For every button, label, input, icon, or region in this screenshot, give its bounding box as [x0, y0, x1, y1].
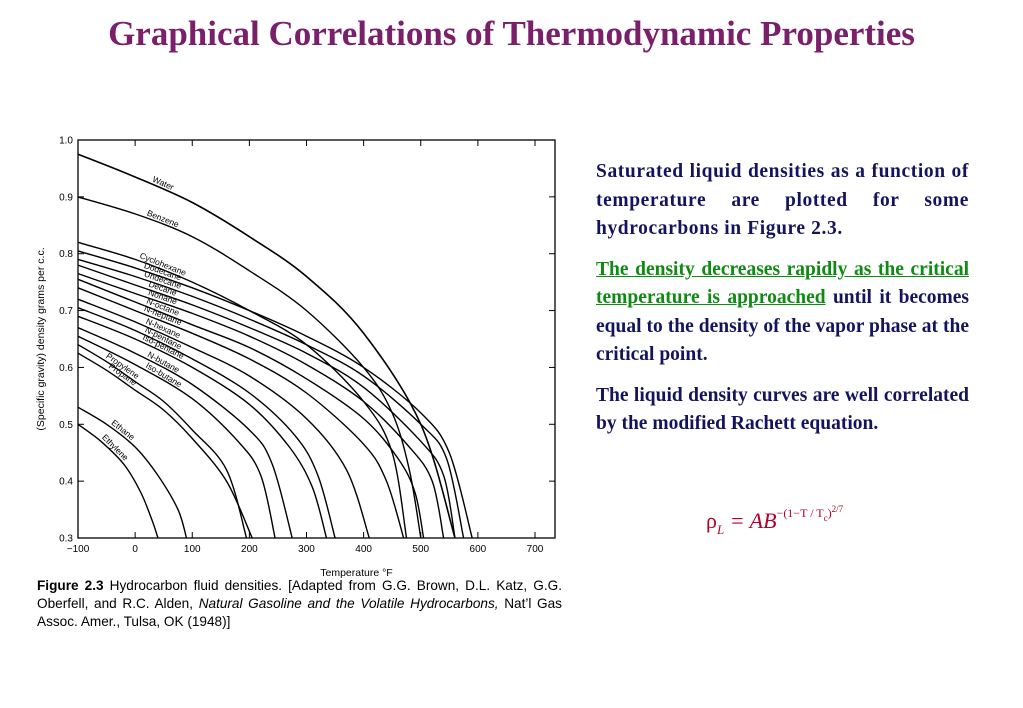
x-tick-label: 100 [184, 544, 201, 555]
series-line-iso-pentane [77, 315, 328, 539]
exponent-close: ) [827, 506, 832, 520]
series-line-ethane [77, 406, 188, 539]
x-axis-label: Temperature °F [320, 567, 392, 579]
x-tick-label: 500 [412, 544, 429, 555]
paragraph-saturated-densities: Saturated liquid densities as a function… [596, 161, 969, 239]
series-line-propylene [77, 344, 248, 539]
series-line-decane [77, 264, 456, 539]
rho-subscript: L [716, 522, 725, 537]
rachett-equation: ρL = AB−(1−T / Tc)2/7 [706, 504, 843, 537]
series-line-iso-butane [77, 335, 276, 539]
series-line-n-octane [77, 278, 425, 539]
y-tick-label: 0.8 [59, 249, 73, 260]
highlighted-statement: The density decreases rapidly as the cri… [596, 258, 969, 309]
exponent-open: −(1−T / T [776, 506, 824, 520]
series-line-n-pentane [77, 307, 336, 539]
figure-label: Figure 2.3 [37, 578, 104, 593]
caption-text-end: Nat’l Gas Assoc. Amer., Tulsa, OK (1948)… [37, 596, 562, 629]
series-line-benzene [77, 196, 422, 539]
paragraph-rachett: The liquid density curves are well corre… [596, 384, 969, 435]
y-tick-label: 0.5 [59, 420, 73, 431]
equation-body: = AB [724, 508, 777, 533]
x-tick-label: 600 [470, 544, 487, 555]
rho-symbol: ρ [706, 508, 717, 533]
y-tick-label: 0.3 [59, 534, 73, 545]
y-tick-label: 0.7 [59, 306, 73, 317]
plot-frame [77, 139, 556, 539]
series-line-nonane [77, 272, 445, 539]
density-chart-svg: −100 0 100 200 300 400 500 600 700 0.3 0.4 0.5 0.6 0.… [35, 136, 556, 579]
paragraph-density-decrease: The density decreases rapidly as the cri… [596, 256, 969, 370]
paragraph-continuation: until it becomes equal to the density of… [596, 287, 969, 365]
series-line-propane [77, 352, 253, 539]
series-line-n-heptane [77, 287, 405, 539]
series-line-n-butane [77, 326, 293, 539]
series-line-undecane [77, 258, 465, 539]
x-tick-label: 0 [132, 544, 138, 555]
y-tick-label: 0.9 [59, 192, 73, 203]
chart: −100 0 100 200 300 400 500 600 700 0.3 0.4 0.5 0.6 0.… [30, 128, 570, 579]
exponent-sub: c [823, 513, 828, 523]
series-line-cyclohexane [77, 241, 408, 539]
exponent-power: 2/7 [831, 504, 844, 514]
caption-book-title: Natural Gasoline and the Volatile Hydroc… [198, 596, 499, 611]
series-line-n-hexane [77, 298, 370, 539]
figure-caption: Figure 2.3 Hydrocarbon fluid densities. … [37, 577, 562, 631]
x-tick-label: 400 [355, 544, 372, 555]
text-panel: Saturated liquid densities as a function… [596, 158, 969, 451]
series-line-ethylene [77, 423, 159, 539]
series-line-dodecane [77, 250, 473, 539]
caption-text: Hydrocarbon fluid densities. [Adapted fr… [37, 578, 562, 611]
x-tick-label: 700 [527, 544, 544, 555]
x-tick-label: 200 [241, 544, 258, 555]
x-tick-label: −100 [67, 544, 90, 555]
x-tick-label: 300 [298, 544, 315, 555]
y-tick-label: 0.4 [59, 477, 73, 488]
series-label-benzene: Benzene [146, 208, 181, 230]
y-axis-label: (Specific gravity) density grams per c.c… [35, 247, 47, 430]
slide-title: Graphical Correlations of Thermodynamic … [108, 14, 915, 53]
y-tick-label: 1.0 [59, 136, 73, 147]
y-tick-label: 0.6 [59, 363, 73, 374]
